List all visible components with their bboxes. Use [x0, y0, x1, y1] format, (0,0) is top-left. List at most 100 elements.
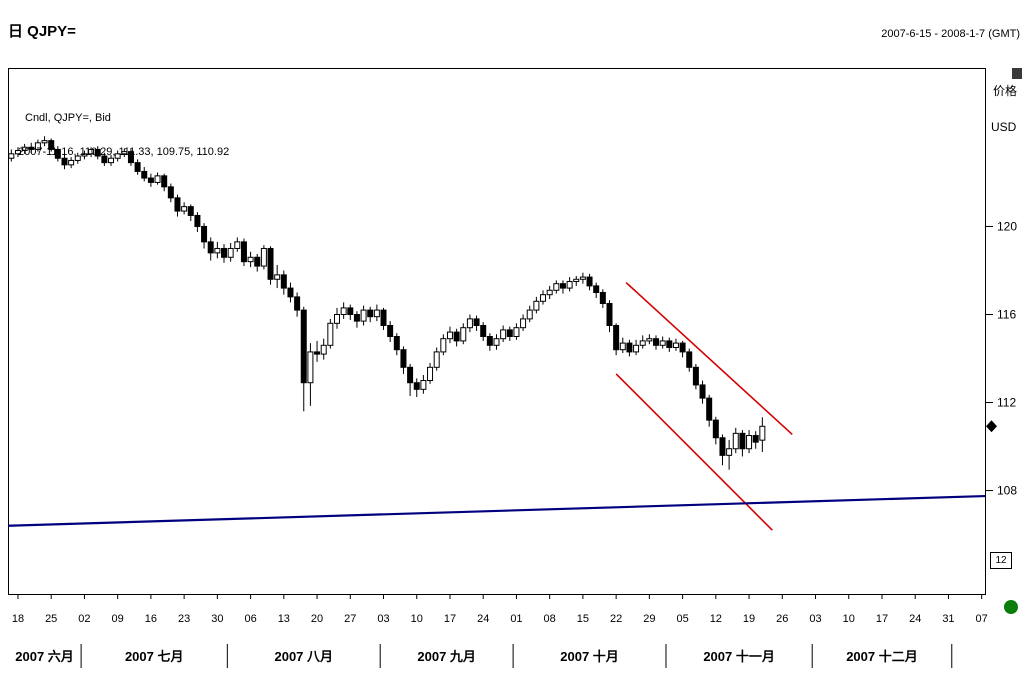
- candle-body: [586, 276, 593, 287]
- x-tick-label: 27: [344, 613, 356, 625]
- candle-body: [546, 289, 553, 296]
- x-tick-label: 18: [12, 613, 24, 625]
- candle-body: [473, 318, 480, 326]
- y-tick-label: 108: [997, 484, 1017, 498]
- time-axis: 18 25 02 09 16 23 30 06 13 20 27 03 10 17 24 01 08 15 22 29…: [12, 594, 988, 625]
- candle-body: [593, 285, 600, 293]
- candle-body: [134, 162, 141, 172]
- candle-body: [141, 170, 148, 179]
- candle-body: [566, 280, 573, 289]
- candle-body: [387, 324, 394, 338]
- chart-title: 日 QJPY=: [8, 23, 76, 40]
- y-tick-label: 116: [997, 307, 1016, 321]
- candle-body: [393, 336, 400, 351]
- x-tick-label: 05: [676, 613, 688, 625]
- candle-body: [427, 366, 434, 382]
- candle-body: [294, 296, 301, 311]
- x-tick-label: 15: [577, 613, 589, 625]
- candle-body: [540, 294, 547, 302]
- candle-body: [460, 327, 467, 342]
- month-label: 2007 十月: [560, 649, 619, 664]
- candle-body: [686, 351, 693, 368]
- candle-body: [14, 150, 21, 155]
- month-label: 2007 九月: [417, 649, 476, 664]
- candle-body: [579, 276, 586, 280]
- candle-body: [672, 342, 679, 349]
- currency-label: USD: [991, 120, 1017, 134]
- candle-body: [380, 309, 387, 326]
- ohlc-readout: 2007-11-16, 110.29, 111.33, 109.75, 110.…: [18, 146, 230, 158]
- candle-body: [333, 313, 340, 324]
- candle-body: [653, 338, 660, 346]
- candle-body: [88, 148, 95, 155]
- last-price-marker: [986, 420, 997, 433]
- candle-body: [400, 349, 407, 368]
- candle-body: [41, 140, 48, 144]
- candle-body: [679, 342, 686, 353]
- candle-body: [101, 155, 108, 164]
- trendlines-layer: [7, 281, 986, 531]
- x-tick-label: 16: [145, 613, 157, 625]
- candle-body: [453, 331, 460, 342]
- month-label: 2007 十二月: [846, 649, 918, 664]
- month-label: 2007 七月: [125, 649, 184, 664]
- candle-body: [712, 419, 719, 439]
- candle-body: [433, 351, 440, 368]
- candle-body: [187, 206, 194, 216]
- x-tick-label: 02: [78, 613, 90, 625]
- x-tick-label: 03: [377, 613, 389, 625]
- candle-body: [633, 344, 640, 353]
- candle-body: [81, 153, 88, 157]
- candle-body: [28, 146, 35, 150]
- candle-body: [553, 283, 560, 291]
- candle-body: [307, 351, 314, 384]
- candle-body: [619, 342, 626, 351]
- channel-upper-line[interactable]: [625, 281, 793, 436]
- x-tick-label: 13: [278, 613, 290, 625]
- candle-body: [54, 148, 61, 159]
- candle-body: [147, 177, 154, 183]
- candle-body: [746, 435, 753, 450]
- candle-body: [706, 397, 713, 421]
- candle-body: [260, 247, 267, 267]
- interval-box[interactable]: 12: [990, 552, 1012, 569]
- last-price-diamond-icon: [986, 420, 997, 433]
- long-term-trendline[interactable]: [7, 494, 986, 527]
- candle-body: [280, 274, 287, 289]
- candle-body: [413, 382, 420, 390]
- x-tick-label: 24: [477, 613, 489, 625]
- x-tick-label: 07: [976, 613, 988, 625]
- candle-body: [227, 247, 234, 258]
- candle-body: [127, 151, 134, 164]
- candle-body: [300, 309, 307, 384]
- x-tick-label: 25: [45, 613, 57, 625]
- x-tick-label: 08: [544, 613, 556, 625]
- candle-body: [646, 338, 653, 342]
- x-tick-label: 09: [112, 613, 124, 625]
- candle-body: [666, 340, 673, 349]
- axis-corner-box[interactable]: [1012, 68, 1022, 79]
- x-tick-label: 20: [311, 613, 323, 625]
- candle-body: [466, 318, 473, 329]
- candle-body: [613, 324, 620, 351]
- candle-body: [201, 225, 208, 243]
- candle-body: [659, 340, 666, 346]
- x-tick-label: 19: [743, 613, 755, 625]
- candle-body: [68, 159, 75, 166]
- candle-body: [759, 425, 766, 441]
- month-label: 2007 六月: [15, 649, 74, 664]
- candle-body: [559, 283, 566, 289]
- candle-body: [274, 274, 281, 280]
- x-tick-label: 22: [610, 613, 622, 625]
- candle-body: [420, 380, 427, 390]
- y-tick-label: 112: [997, 396, 1016, 410]
- candle-body: [214, 247, 221, 254]
- candle-body: [533, 300, 540, 311]
- candle-body: [526, 309, 533, 320]
- candle-body: [121, 151, 128, 155]
- candle-body: [340, 307, 347, 315]
- candle-body: [407, 366, 414, 384]
- x-tick-label: 31: [942, 613, 954, 625]
- candle-body: [719, 437, 726, 456]
